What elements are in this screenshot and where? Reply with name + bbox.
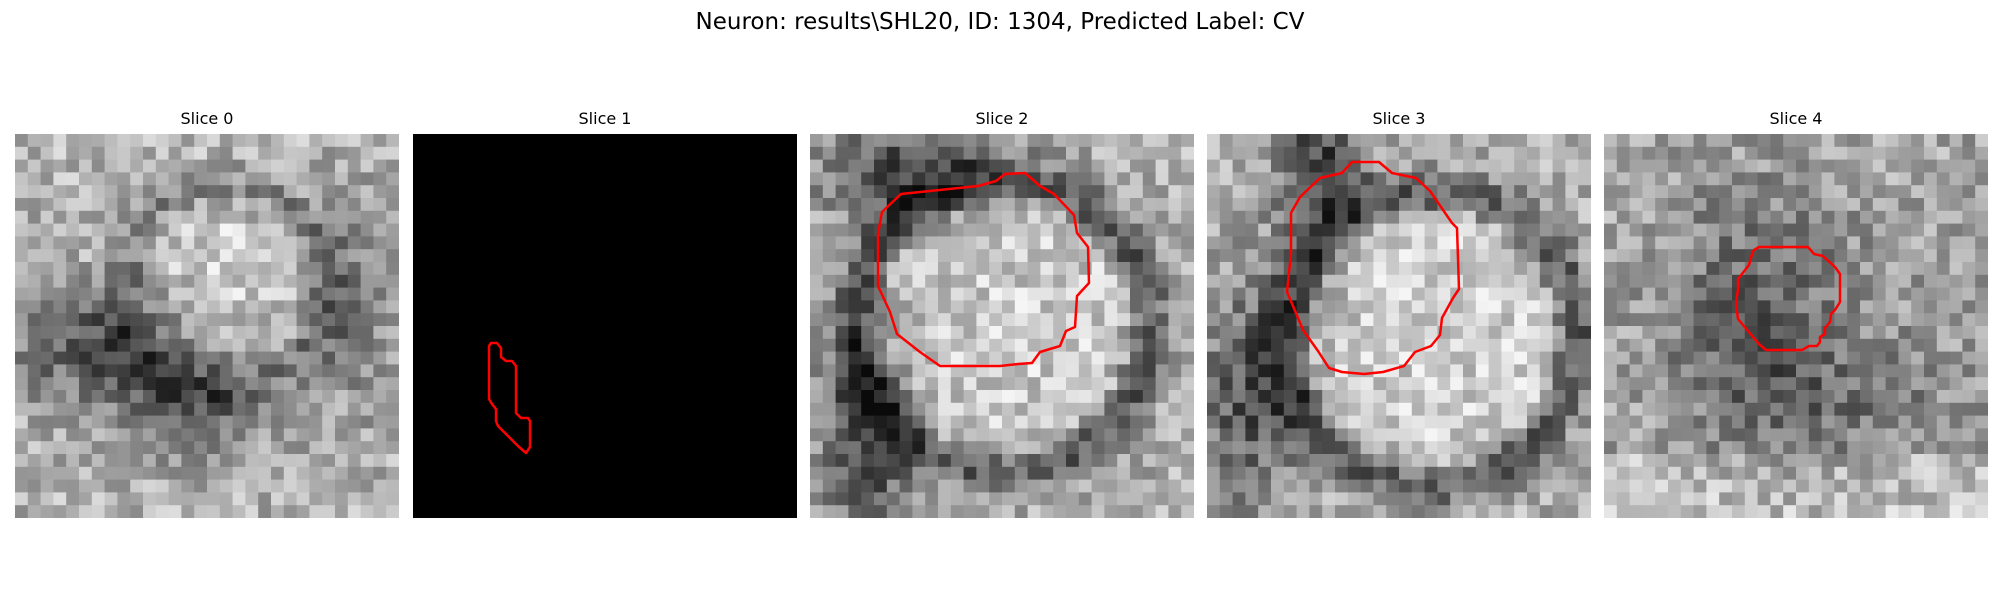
slice-panel-3: Slice 3 xyxy=(1207,108,1591,518)
segmentation-contour xyxy=(1285,160,1461,376)
slice-title-2: Slice 2 xyxy=(975,109,1029,128)
slice-title-1: Slice 1 xyxy=(578,109,632,128)
segmentation-contour xyxy=(876,171,1091,368)
slice-image-3 xyxy=(1207,134,1591,518)
slice-panel-1: Slice 1 xyxy=(413,108,797,518)
slice-image-1 xyxy=(413,134,797,518)
segmentation-contour xyxy=(487,341,532,455)
slice-image-2 xyxy=(810,134,1194,518)
slice-image-4 xyxy=(1604,134,1988,518)
slice-title-3: Slice 3 xyxy=(1372,109,1426,128)
slice-panel-2: Slice 2 xyxy=(810,108,1194,518)
slice-panel-0: Slice 0 xyxy=(15,108,399,518)
slice-title-4: Slice 4 xyxy=(1769,109,1823,128)
slice-image-0 xyxy=(15,134,399,518)
segmentation-contour xyxy=(1734,245,1842,352)
slice-title-0: Slice 0 xyxy=(180,109,234,128)
figure-title: Neuron: results\SHL20, ID: 1304, Predict… xyxy=(695,9,1305,35)
slice-panel-4: Slice 4 xyxy=(1604,108,1988,518)
